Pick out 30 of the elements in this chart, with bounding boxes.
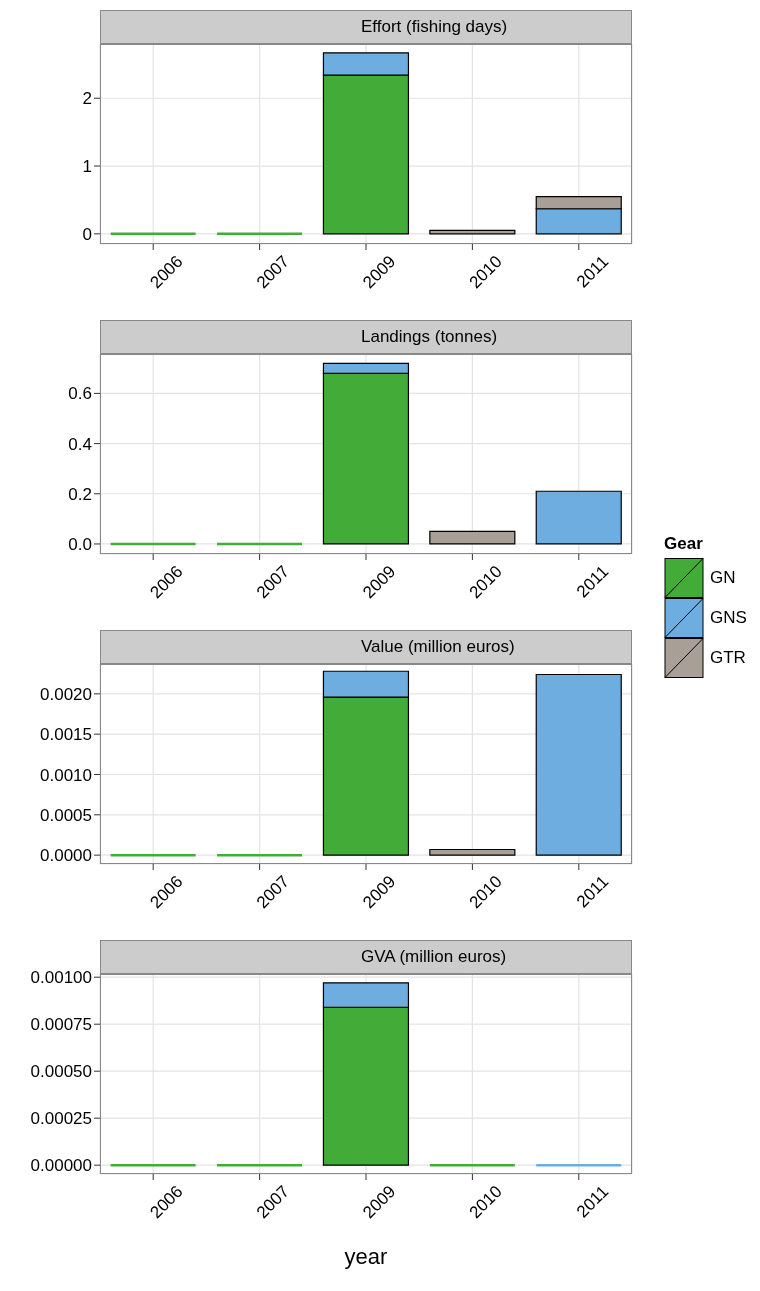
chart-title: Value (million euros)	[100, 630, 632, 664]
y-tick-label: 0.0020	[40, 684, 92, 704]
y-tick-label: 0.4	[68, 434, 92, 454]
chart-title: GVA (million euros)	[100, 940, 632, 974]
bar	[535, 490, 622, 545]
y-tick-label: 0.2	[68, 484, 92, 504]
bar	[535, 673, 622, 856]
y-tick-label: 1	[82, 157, 92, 177]
x-axis-title: year	[344, 1244, 388, 1269]
y-tick-label: 0.00000	[30, 1156, 92, 1176]
y-tick-label: 0.0005	[40, 805, 92, 825]
legend-label: GNS	[710, 608, 747, 628]
y-tick-label: 0.0	[68, 535, 92, 554]
y-tick-label: 0.00025	[30, 1109, 92, 1129]
legend-title: Gear	[664, 534, 704, 554]
y-tick-label: 0	[82, 224, 92, 244]
y-tick-label: 0.0000	[40, 846, 92, 866]
y-tick-label: 0.0010	[40, 765, 92, 785]
y-tick-label: 0.00075	[30, 1015, 92, 1035]
y-tick-label: 0.00050	[30, 1062, 92, 1082]
bar	[429, 530, 516, 545]
chart-title: Landings (tonnes)	[100, 320, 632, 354]
y-tick-label: 0.00100	[30, 968, 92, 988]
y-tick-label: 0.0015	[40, 725, 92, 745]
bar	[429, 848, 516, 856]
legend-label: GTR	[710, 648, 746, 668]
chart-title: Effort (fishing days)	[100, 10, 632, 44]
y-tick-label: 2	[82, 89, 92, 109]
y-tick-label: 0.6	[68, 384, 92, 404]
legend-label: GN	[710, 568, 736, 588]
